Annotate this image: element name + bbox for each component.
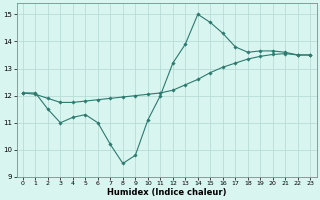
X-axis label: Humidex (Indice chaleur): Humidex (Indice chaleur) — [107, 188, 226, 197]
